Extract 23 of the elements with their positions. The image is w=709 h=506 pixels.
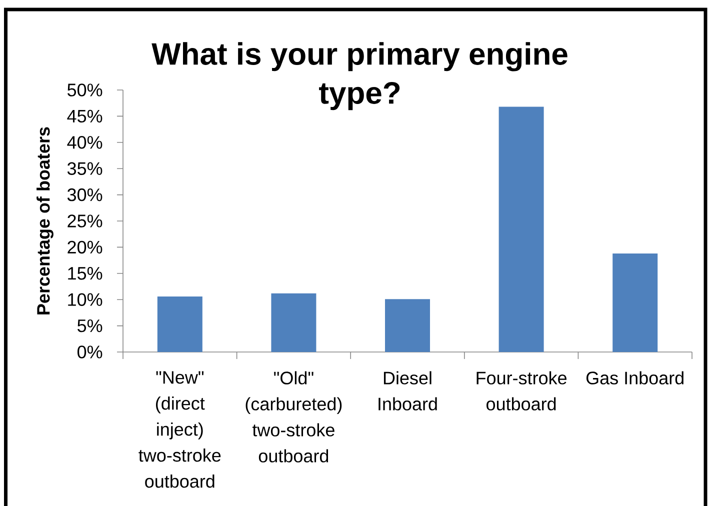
y-tick-label: 25% (68, 214, 102, 228)
x-tick-label: "New" (direct inject) two-stroke outboard (138, 371, 221, 488)
y-tick-label: 20% (68, 240, 102, 254)
bar (271, 293, 316, 352)
bar (612, 253, 658, 352)
y-tick-label: 30% (67, 188, 102, 202)
y-tick-label: 5% (78, 319, 102, 332)
y-axis-title: Percentage of boaters (36, 127, 54, 314)
y-tick-label: 15% (68, 267, 102, 280)
bar (498, 106, 544, 352)
y-tick-label: 40% (67, 136, 102, 149)
chart-title: What is your primary engine type? (152, 42, 568, 110)
x-tick-label: Gas Inboard (586, 371, 684, 384)
x-tick-label: "Old" (carbureted) two-stroke outboard (246, 371, 342, 462)
bar (157, 296, 202, 352)
y-tick-label: 35% (67, 162, 102, 175)
y-tick-label: 45% (67, 110, 102, 123)
bar (385, 299, 430, 352)
x-tick-label: Diesel Inboard (378, 371, 437, 410)
y-tick-label: 10% (68, 293, 102, 306)
y-tick-label: 50% (67, 84, 102, 96)
x-tick-label: Four-stroke outboard (476, 371, 567, 410)
y-tick-label: 0% (77, 346, 102, 358)
